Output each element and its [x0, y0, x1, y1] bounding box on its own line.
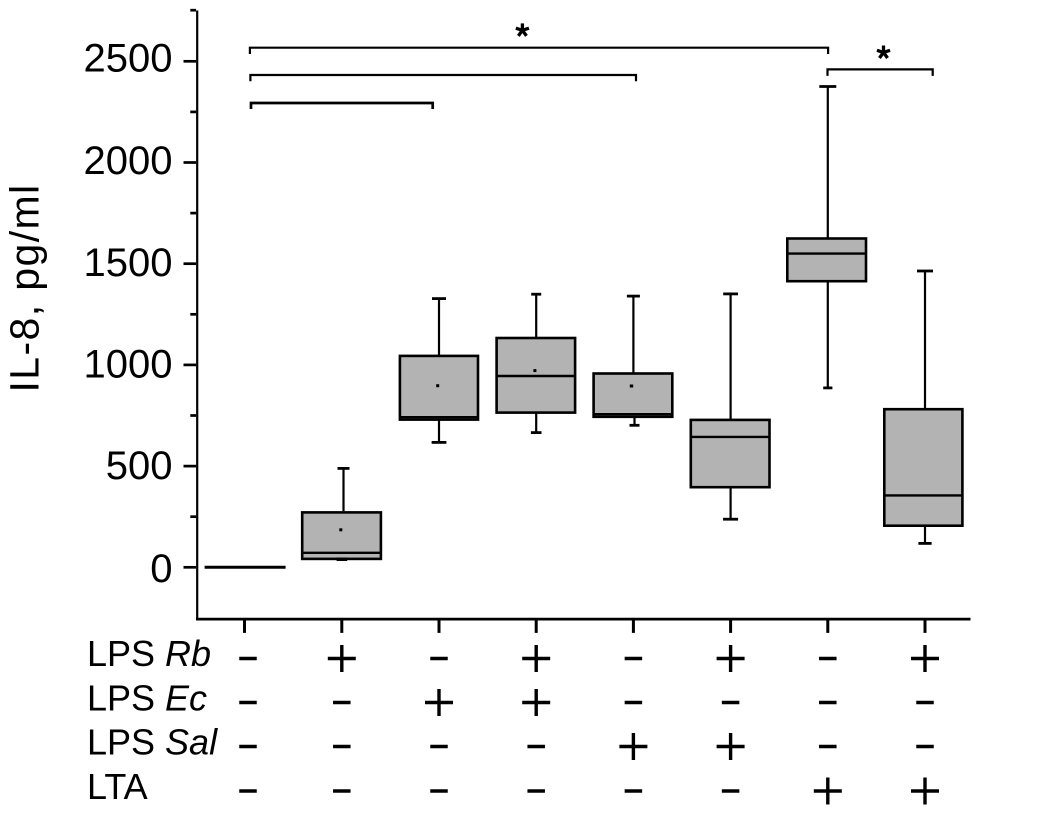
svg-text:1500: 1500 [84, 241, 173, 285]
svg-text:IL-8, pg/ml: IL-8, pg/ml [2, 183, 48, 392]
svg-text:LPS Sal: LPS Sal [87, 722, 218, 763]
svg-text:LPS Rb: LPS Rb [87, 633, 211, 674]
svg-text:LPS Ec: LPS Ec [87, 677, 207, 718]
svg-text:LTA: LTA [87, 766, 148, 807]
svg-text:2500: 2500 [84, 36, 173, 80]
svg-text:500: 500 [106, 444, 173, 488]
svg-text:0: 0 [150, 547, 172, 591]
svg-text:1000: 1000 [84, 342, 173, 386]
svg-text:2000: 2000 [84, 139, 173, 183]
